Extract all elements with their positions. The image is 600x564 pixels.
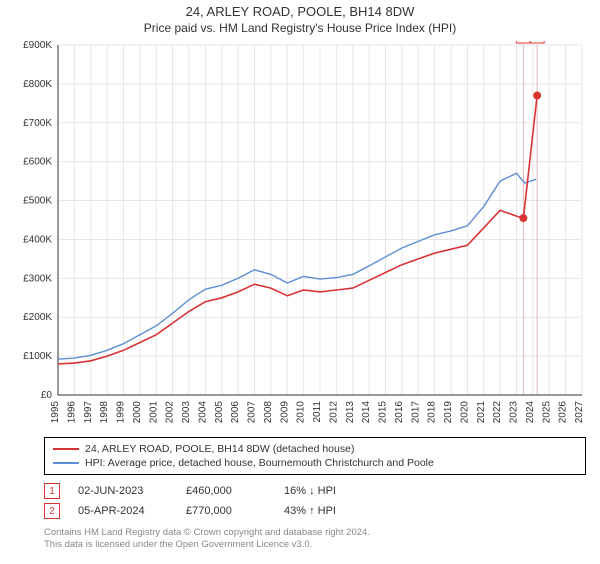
svg-text:1999: 1999	[116, 401, 127, 424]
svg-text:2007: 2007	[247, 401, 258, 424]
svg-text:£200K: £200K	[23, 312, 52, 323]
chart-svg: £0 £100K £200K £300K £400K £500K £600K £700K £80…	[14, 41, 594, 431]
svg-text:2002: 2002	[165, 401, 176, 424]
svg-text:2012: 2012	[328, 401, 339, 424]
transaction-date: 02-JUN-2023	[78, 485, 168, 497]
svg-text:£500K: £500K	[23, 196, 52, 207]
marker-badge: 2	[44, 503, 60, 519]
svg-text:1996: 1996	[66, 401, 77, 424]
svg-text:2009: 2009	[279, 401, 290, 424]
marker-number: 1	[49, 486, 55, 497]
svg-text:£700K: £700K	[23, 118, 52, 129]
svg-text:2010: 2010	[296, 401, 307, 424]
svg-text:2005: 2005	[214, 401, 225, 424]
chart-container: 24, ARLEY ROAD, POOLE, BH14 8DW Price pa…	[0, 4, 600, 564]
svg-text:2017: 2017	[410, 401, 421, 424]
svg-text:2020: 2020	[459, 401, 470, 424]
svg-text:2027: 2027	[574, 401, 585, 424]
svg-text:2006: 2006	[230, 401, 241, 424]
legend-label: 24, ARLEY ROAD, POOLE, BH14 8DW (detache…	[85, 443, 354, 455]
footer-line: Contains HM Land Registry data © Crown c…	[44, 527, 586, 539]
chart-title: 24, ARLEY ROAD, POOLE, BH14 8DW	[0, 4, 600, 19]
svg-text:2008: 2008	[263, 401, 274, 424]
svg-text:2025: 2025	[541, 401, 552, 424]
svg-text:£0: £0	[41, 390, 53, 401]
marker-badge: 1	[44, 483, 60, 499]
table-row: 1 02-JUN-2023 £460,000 16% ↓ HPI	[44, 481, 586, 501]
legend-label: HPI: Average price, detached house, Bour…	[85, 457, 434, 469]
svg-text:£900K: £900K	[23, 41, 52, 51]
svg-text:2004: 2004	[197, 401, 208, 424]
legend-swatch	[53, 462, 79, 464]
transaction-price: £460,000	[186, 485, 266, 497]
transaction-pct: 43% ↑ HPI	[284, 505, 394, 517]
svg-text:2023: 2023	[509, 401, 520, 424]
svg-text:2013: 2013	[345, 401, 356, 424]
legend-swatch	[53, 448, 79, 450]
svg-text:2001: 2001	[148, 401, 159, 424]
svg-text:2016: 2016	[394, 401, 405, 424]
transaction-table: 1 02-JUN-2023 £460,000 16% ↓ HPI 2 05-AP…	[44, 481, 586, 521]
svg-text:2024: 2024	[525, 401, 536, 424]
svg-text:2015: 2015	[378, 401, 389, 424]
svg-text:2014: 2014	[361, 401, 372, 424]
svg-text:£100K: £100K	[23, 351, 52, 362]
transaction-pct: 16% ↓ HPI	[284, 485, 394, 497]
svg-text:2026: 2026	[558, 401, 569, 424]
svg-text:2011: 2011	[312, 401, 323, 423]
svg-text:2018: 2018	[427, 401, 438, 424]
svg-text:2019: 2019	[443, 401, 454, 424]
footer-text: Contains HM Land Registry data © Crown c…	[44, 527, 586, 552]
svg-text:1995: 1995	[50, 401, 61, 424]
legend-item: HPI: Average price, detached house, Bour…	[53, 456, 577, 470]
svg-text:2000: 2000	[132, 401, 143, 424]
legend-box: 24, ARLEY ROAD, POOLE, BH14 8DW (detache…	[44, 437, 586, 475]
svg-text:£600K: £600K	[23, 157, 52, 168]
svg-text:£800K: £800K	[23, 79, 52, 90]
svg-text:1: 1	[521, 41, 527, 43]
svg-text:2021: 2021	[476, 401, 487, 424]
marker-number: 2	[49, 506, 55, 517]
svg-text:1998: 1998	[99, 401, 110, 424]
transaction-date: 05-APR-2024	[78, 505, 168, 517]
svg-text:2: 2	[534, 41, 540, 43]
svg-text:2022: 2022	[492, 401, 503, 424]
svg-text:£300K: £300K	[23, 273, 52, 284]
svg-text:£400K: £400K	[23, 234, 52, 245]
chart-plot-area: £0 £100K £200K £300K £400K £500K £600K £700K £80…	[14, 41, 594, 431]
svg-text:1997: 1997	[83, 401, 94, 424]
footer-line: This data is licensed under the Open Gov…	[44, 539, 586, 551]
chart-subtitle: Price paid vs. HM Land Registry's House …	[0, 21, 600, 35]
transaction-price: £770,000	[186, 505, 266, 517]
legend-item: 24, ARLEY ROAD, POOLE, BH14 8DW (detache…	[53, 442, 577, 456]
svg-text:2003: 2003	[181, 401, 192, 424]
table-row: 2 05-APR-2024 £770,000 43% ↑ HPI	[44, 501, 586, 521]
